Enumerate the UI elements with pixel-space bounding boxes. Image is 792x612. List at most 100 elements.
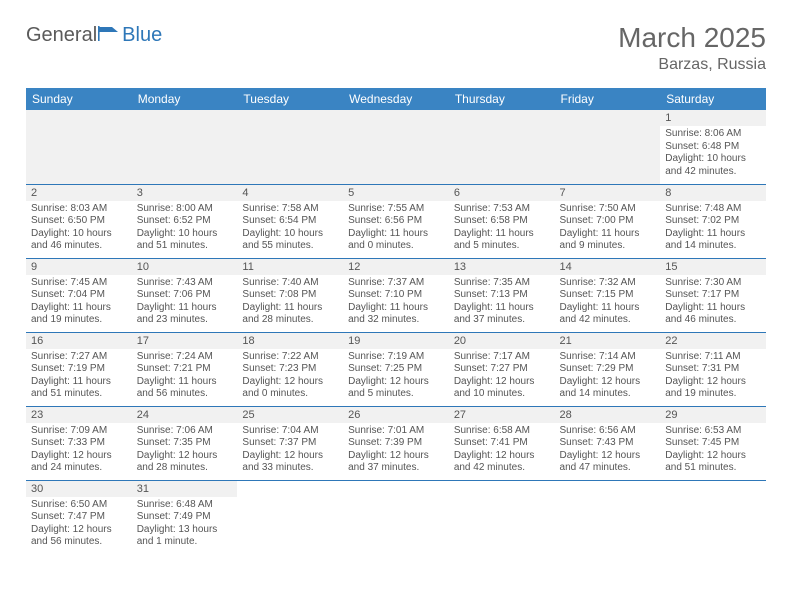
- sunrise-line: Sunrise: 6:58 AM: [454, 425, 550, 438]
- daylight-line: and 51 minutes.: [31, 388, 127, 401]
- daylight-line: Daylight: 10 hours: [31, 228, 127, 241]
- day-cell: 31Sunrise: 6:48 AMSunset: 7:49 PMDayligh…: [132, 480, 238, 554]
- sunrise-line: Sunrise: 7:35 AM: [454, 277, 550, 290]
- daylight-line: Daylight: 12 hours: [665, 376, 761, 389]
- empty-cell: [343, 480, 449, 554]
- sunrise-line: Sunrise: 7:14 AM: [560, 351, 656, 364]
- day-number: 11: [237, 259, 343, 275]
- daylight-line: and 33 minutes.: [242, 462, 338, 475]
- week-row: 16Sunrise: 7:27 AMSunset: 7:19 PMDayligh…: [26, 332, 766, 406]
- sunset-line: Sunset: 7:13 PM: [454, 289, 550, 302]
- day-cell: 7Sunrise: 7:50 AMSunset: 7:00 PMDaylight…: [555, 184, 661, 258]
- daylight-line: Daylight: 10 hours: [665, 153, 761, 166]
- daylight-line: Daylight: 11 hours: [560, 228, 656, 241]
- day-number: 1: [660, 110, 766, 126]
- daylight-line: Daylight: 12 hours: [242, 376, 338, 389]
- day-cell: 17Sunrise: 7:24 AMSunset: 7:21 PMDayligh…: [132, 332, 238, 406]
- sunset-line: Sunset: 7:41 PM: [454, 437, 550, 450]
- sunset-line: Sunset: 7:10 PM: [348, 289, 444, 302]
- daylight-line: and 10 minutes.: [454, 388, 550, 401]
- daylight-line: Daylight: 12 hours: [31, 524, 127, 537]
- day-body: Sunrise: 8:00 AMSunset: 6:52 PMDaylight:…: [132, 201, 238, 256]
- empty-cell: [343, 110, 449, 184]
- day-number: 19: [343, 333, 449, 349]
- day-cell: 2Sunrise: 8:03 AMSunset: 6:50 PMDaylight…: [26, 184, 132, 258]
- daylight-line: and 19 minutes.: [31, 314, 127, 327]
- daylight-line: Daylight: 12 hours: [137, 450, 233, 463]
- day-header: Tuesday: [237, 88, 343, 110]
- day-body: Sunrise: 8:06 AMSunset: 6:48 PMDaylight:…: [660, 126, 766, 181]
- daylight-line: and 46 minutes.: [665, 314, 761, 327]
- day-number: 18: [237, 333, 343, 349]
- daylight-line: Daylight: 11 hours: [137, 302, 233, 315]
- sunset-line: Sunset: 7:06 PM: [137, 289, 233, 302]
- day-cell: 15Sunrise: 7:30 AMSunset: 7:17 PMDayligh…: [660, 258, 766, 332]
- daylight-line: and 5 minutes.: [348, 388, 444, 401]
- sunset-line: Sunset: 7:35 PM: [137, 437, 233, 450]
- day-body: Sunrise: 7:06 AMSunset: 7:35 PMDaylight:…: [132, 423, 238, 478]
- sunrise-line: Sunrise: 7:48 AM: [665, 203, 761, 216]
- empty-cell: [449, 110, 555, 184]
- daylight-line: Daylight: 12 hours: [454, 376, 550, 389]
- empty-cell: [555, 480, 661, 554]
- sunrise-line: Sunrise: 7:06 AM: [137, 425, 233, 438]
- day-number: 6: [449, 185, 555, 201]
- sunset-line: Sunset: 7:33 PM: [31, 437, 127, 450]
- sunset-line: Sunset: 6:48 PM: [665, 141, 761, 154]
- sunset-line: Sunset: 7:23 PM: [242, 363, 338, 376]
- day-body: Sunrise: 7:37 AMSunset: 7:10 PMDaylight:…: [343, 275, 449, 330]
- empty-cell: [26, 110, 132, 184]
- day-number: 10: [132, 259, 238, 275]
- day-body: Sunrise: 7:24 AMSunset: 7:21 PMDaylight:…: [132, 349, 238, 404]
- day-body: Sunrise: 7:43 AMSunset: 7:06 PMDaylight:…: [132, 275, 238, 330]
- day-number: 22: [660, 333, 766, 349]
- sunset-line: Sunset: 7:27 PM: [454, 363, 550, 376]
- sunset-line: Sunset: 7:43 PM: [560, 437, 656, 450]
- sunset-line: Sunset: 7:08 PM: [242, 289, 338, 302]
- sunset-line: Sunset: 6:52 PM: [137, 215, 233, 228]
- daylight-line: and 0 minutes.: [242, 388, 338, 401]
- day-cell: 13Sunrise: 7:35 AMSunset: 7:13 PMDayligh…: [449, 258, 555, 332]
- day-cell: 3Sunrise: 8:00 AMSunset: 6:52 PMDaylight…: [132, 184, 238, 258]
- month-title: March 2025: [618, 22, 766, 54]
- day-body: Sunrise: 7:01 AMSunset: 7:39 PMDaylight:…: [343, 423, 449, 478]
- sunrise-line: Sunrise: 7:30 AM: [665, 277, 761, 290]
- daylight-line: and 23 minutes.: [137, 314, 233, 327]
- day-number: 8: [660, 185, 766, 201]
- daylight-line: Daylight: 12 hours: [31, 450, 127, 463]
- day-cell: 21Sunrise: 7:14 AMSunset: 7:29 PMDayligh…: [555, 332, 661, 406]
- sunrise-line: Sunrise: 7:43 AM: [137, 277, 233, 290]
- daylight-line: Daylight: 11 hours: [348, 302, 444, 315]
- day-number: 17: [132, 333, 238, 349]
- day-cell: 18 Sunrise: 7:22 AMSunset: 7:23 PMDayligh…: [237, 332, 343, 406]
- day-number: 12: [343, 259, 449, 275]
- sunrise-line: Sunrise: 7:01 AM: [348, 425, 444, 438]
- daylight-line: and 28 minutes.: [137, 462, 233, 475]
- day-number: 31: [132, 481, 238, 497]
- day-cell: 24Sunrise: 7:06 AMSunset: 7:35 PMDayligh…: [132, 406, 238, 480]
- sunrise-line: Sunrise: 7:58 AM: [242, 203, 338, 216]
- daylight-line: Daylight: 12 hours: [242, 450, 338, 463]
- daylight-line: and 28 minutes.: [242, 314, 338, 327]
- day-cell: 29Sunrise: 6:53 AMSunset: 7:45 PMDayligh…: [660, 406, 766, 480]
- daylight-line: Daylight: 11 hours: [348, 228, 444, 241]
- day-cell: 25Sunrise: 7:04 AMSunset: 7:37 PMDayligh…: [237, 406, 343, 480]
- day-number: 23: [26, 407, 132, 423]
- sunrise-line: Sunrise: 8:00 AM: [137, 203, 233, 216]
- sunset-line: Sunset: 7:39 PM: [348, 437, 444, 450]
- day-number: 13: [449, 259, 555, 275]
- day-cell: 16Sunrise: 7:27 AMSunset: 7:19 PMDayligh…: [26, 332, 132, 406]
- sunrise-line: Sunrise: 7:24 AM: [137, 351, 233, 364]
- sunrise-line: Sunrise: 7:22 AM: [242, 351, 338, 364]
- day-number: 20: [449, 333, 555, 349]
- daylight-line: and 1 minute.: [137, 536, 233, 549]
- day-body: Sunrise: 6:48 AMSunset: 7:49 PMDaylight:…: [132, 497, 238, 552]
- day-number: 30: [26, 481, 132, 497]
- sunrise-line: Sunrise: 6:50 AM: [31, 499, 127, 512]
- day-cell: 27Sunrise: 6:58 AMSunset: 7:41 PMDayligh…: [449, 406, 555, 480]
- daylight-line: and 19 minutes.: [665, 388, 761, 401]
- day-cell: 5Sunrise: 7:55 AMSunset: 6:56 PMDaylight…: [343, 184, 449, 258]
- daylight-line: and 24 minutes.: [31, 462, 127, 475]
- calendar-header-row: Sunday Monday Tuesday Wednesday Thursday…: [26, 88, 766, 110]
- sunset-line: Sunset: 6:56 PM: [348, 215, 444, 228]
